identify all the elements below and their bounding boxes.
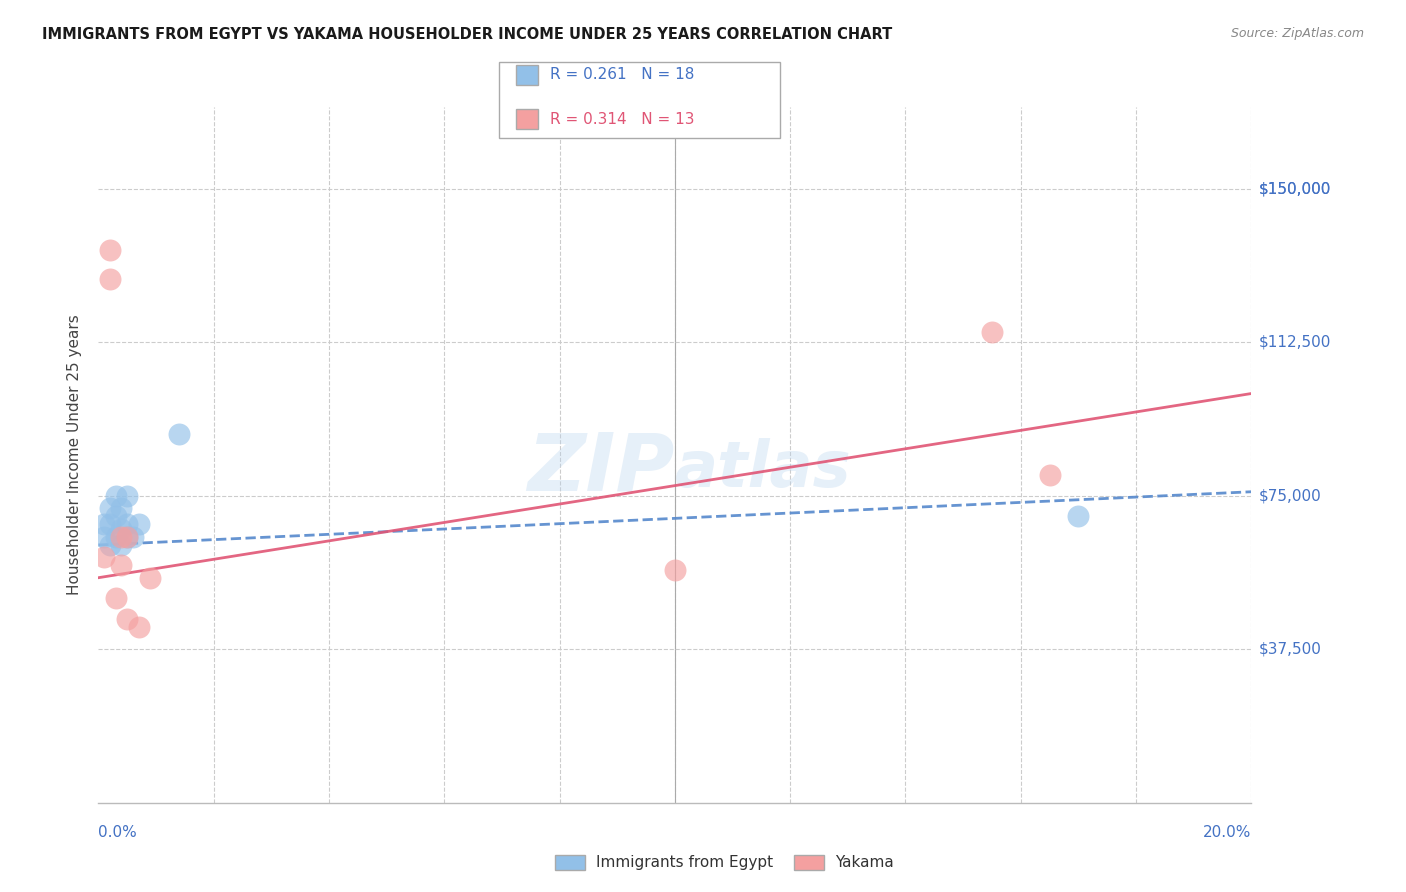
Point	[117, 612, 138, 626]
Text: $37,500: $37,500	[1258, 642, 1322, 657]
Point	[110, 501, 132, 516]
Point	[98, 538, 121, 552]
Text: $150,000: $150,000	[1258, 181, 1330, 196]
Text: 20.0%: 20.0%	[1204, 825, 1251, 840]
Text: $75,000: $75,000	[1258, 488, 1322, 503]
Point	[104, 530, 127, 544]
Point	[104, 591, 127, 606]
Text: IMMIGRANTS FROM EGYPT VS YAKAMA HOUSEHOLDER INCOME UNDER 25 YEARS CORRELATION CH: IMMIGRANTS FROM EGYPT VS YAKAMA HOUSEHOL…	[42, 27, 893, 42]
Text: Source: ZipAtlas.com: Source: ZipAtlas.com	[1230, 27, 1364, 40]
Point	[117, 530, 138, 544]
Text: Immigrants from Egypt: Immigrants from Egypt	[596, 855, 773, 870]
Point	[98, 272, 121, 286]
Point	[93, 550, 115, 565]
Point	[981, 325, 1004, 339]
Text: 0.0%: 0.0%	[98, 825, 138, 840]
Point	[98, 517, 121, 532]
Text: $150,000: $150,000	[1258, 181, 1330, 196]
Text: $112,500: $112,500	[1258, 334, 1330, 350]
Point	[104, 489, 127, 503]
Point	[128, 517, 150, 532]
Point	[93, 530, 115, 544]
Text: R = 0.261   N = 18: R = 0.261 N = 18	[550, 67, 695, 82]
Point	[1067, 509, 1090, 524]
Y-axis label: Householder Income Under 25 years: Householder Income Under 25 years	[67, 315, 83, 595]
Text: Yakama: Yakama	[835, 855, 894, 870]
Point	[167, 427, 190, 442]
Point	[98, 501, 121, 516]
Text: atlas: atlas	[675, 438, 852, 500]
Point	[98, 244, 121, 258]
Point	[110, 522, 132, 536]
Point	[117, 517, 138, 532]
Point	[110, 558, 132, 573]
Point	[110, 538, 132, 552]
Point	[110, 530, 132, 544]
Text: ZIP: ZIP	[527, 430, 675, 508]
Point	[1038, 468, 1062, 483]
Point	[139, 571, 162, 585]
Point	[122, 530, 145, 544]
Point	[93, 517, 115, 532]
Text: R = 0.314   N = 13: R = 0.314 N = 13	[550, 112, 695, 127]
Point	[128, 620, 150, 634]
Point	[664, 562, 686, 576]
Point	[117, 489, 138, 503]
Point	[117, 530, 138, 544]
Point	[104, 509, 127, 524]
